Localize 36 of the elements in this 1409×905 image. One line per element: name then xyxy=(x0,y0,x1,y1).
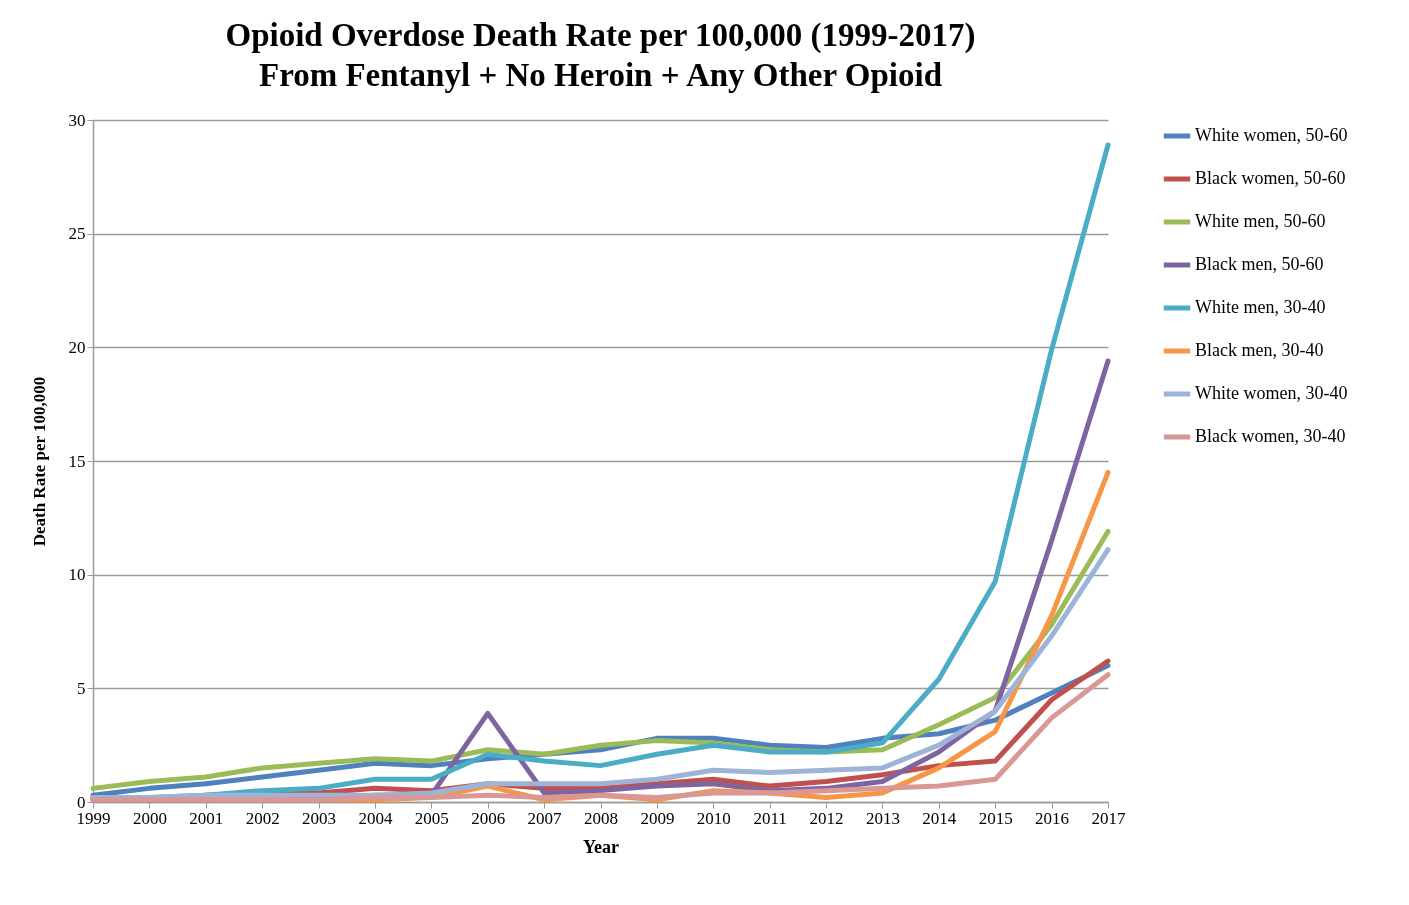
text: From Fentanyl + No Heroin + Any Other Opioid xyxy=(259,57,942,93)
y-tick-label: 25 xyxy=(68,224,86,244)
legend-label: White women, 30-40 xyxy=(1195,383,1348,403)
x-tick-label: 2006 xyxy=(471,808,506,828)
x-tick-label: 2003 xyxy=(302,808,337,828)
x-tick-label: 2005 xyxy=(414,808,449,828)
legend-label: Black women, 30-40 xyxy=(1195,426,1346,446)
x-tick-label: 2010 xyxy=(696,808,731,828)
x-tick-label: 2017 xyxy=(1091,808,1126,828)
legend-label: White women, 50-60 xyxy=(1195,125,1348,145)
x-tick-label: 2000 xyxy=(132,808,167,828)
x-tick-label: 2012 xyxy=(809,808,844,828)
y-tick-label: 20 xyxy=(68,337,86,357)
y-tick-label: 10 xyxy=(68,565,86,585)
y-tick-label: 15 xyxy=(68,451,86,471)
legend-label: White men, 50-60 xyxy=(1195,211,1326,231)
x-tick-label: 2011 xyxy=(753,808,787,828)
legend-label: Black women, 50-60 xyxy=(1195,168,1346,188)
x-axis-title: Year xyxy=(583,836,619,857)
x-tick-label: 2007 xyxy=(527,808,563,828)
x-tick-label: 2004 xyxy=(358,808,393,828)
text: Opioid Overdose Death Rate per 100,000 (1999-2017) xyxy=(225,17,976,53)
y-tick-label: 5 xyxy=(77,678,86,698)
x-tick-label: 2008 xyxy=(584,808,618,828)
y-axis-title: Death Rate per 100,000 xyxy=(29,376,49,547)
legend-label: Black men, 30-40 xyxy=(1195,340,1324,360)
x-tick-label: 2001 xyxy=(189,808,224,828)
x-tick-label: 2014 xyxy=(922,808,957,828)
x-tick-label: 2015 xyxy=(978,808,1013,828)
legend-label: Black men, 50-60 xyxy=(1195,254,1324,274)
x-tick-label: 2013 xyxy=(865,808,900,828)
x-tick-label: 2002 xyxy=(245,808,280,828)
x-tick-label: 2009 xyxy=(640,808,675,828)
y-tick-label: 30 xyxy=(68,110,86,130)
x-tick-label: 2016 xyxy=(1035,808,1070,828)
legend-label: White men, 30-40 xyxy=(1195,297,1326,317)
